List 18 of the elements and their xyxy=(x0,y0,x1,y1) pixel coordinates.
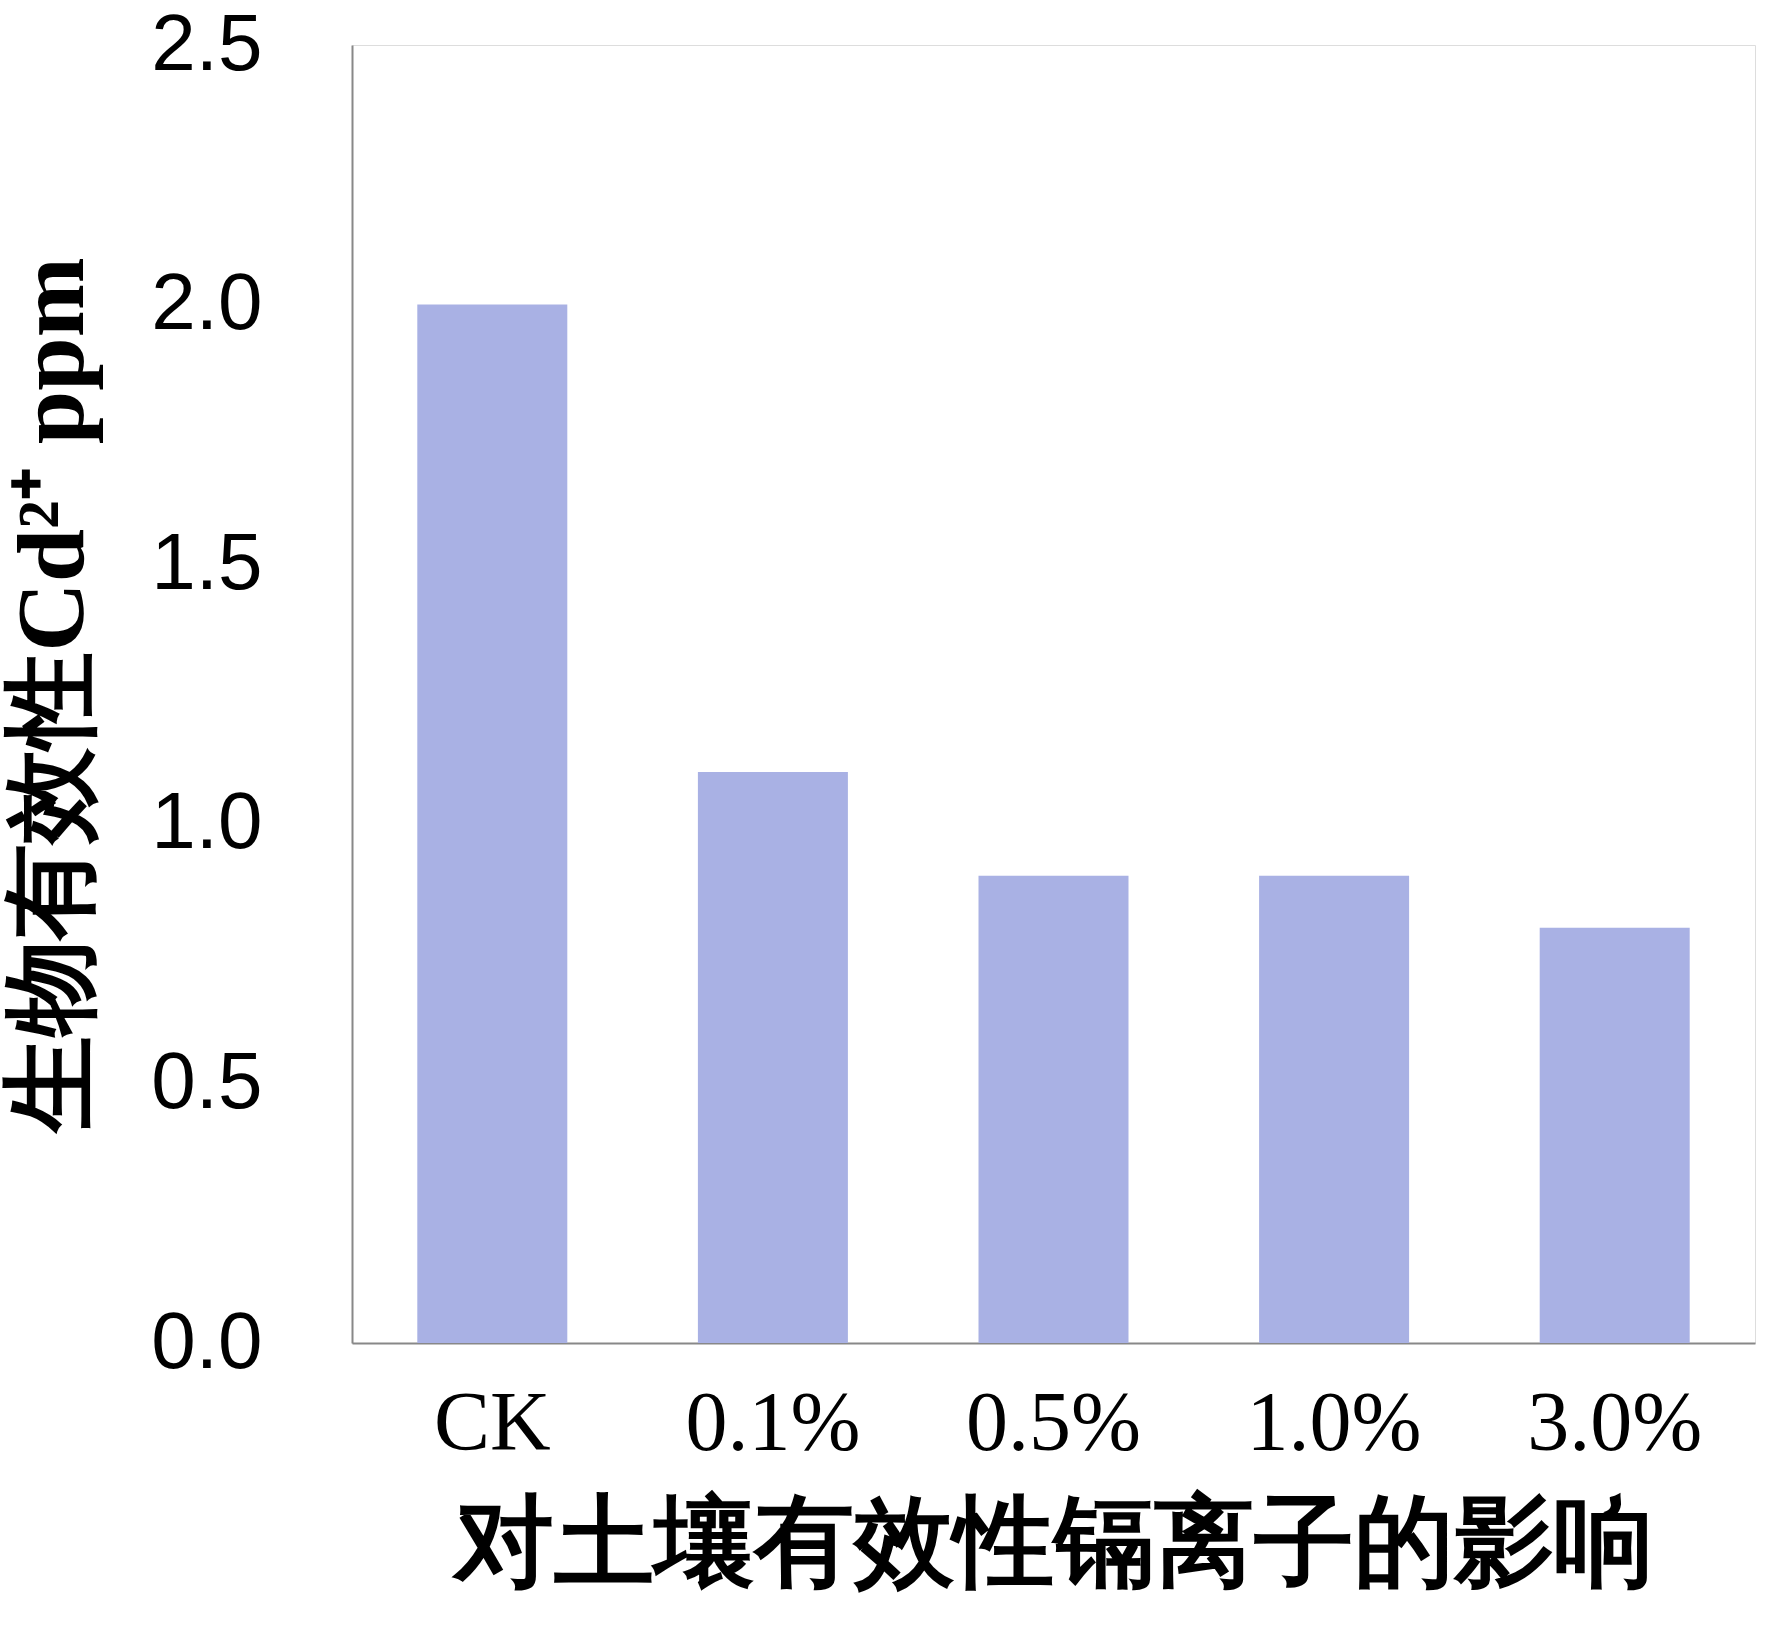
bar xyxy=(1259,875,1410,1343)
bar xyxy=(417,304,568,1343)
x-tick-label: 1.0% xyxy=(1246,1374,1422,1468)
bar xyxy=(1539,927,1690,1343)
bar xyxy=(697,771,848,1343)
y-tick-label: 0.5 xyxy=(151,1035,263,1125)
x-tick-label: 0.1% xyxy=(685,1374,861,1468)
y-tick-label: 1.5 xyxy=(151,516,263,606)
y-tick-label: 0.0 xyxy=(151,1295,263,1385)
x-tick-label: 3.0% xyxy=(1527,1374,1703,1468)
y-tick-label: 1.0 xyxy=(151,776,263,866)
x-tick-label: CK xyxy=(433,1374,551,1468)
bar xyxy=(978,875,1129,1343)
y-axis-title: 生物有效性Cd²⁺ ppm xyxy=(0,257,104,1135)
x-tick-label: 0.5% xyxy=(966,1374,1141,1468)
y-tick-label: 2.5 xyxy=(151,0,263,87)
y-tick-label: 2.0 xyxy=(151,257,263,347)
x-axis-title: 对土壤有效性镉离子的影响 xyxy=(451,1486,1654,1598)
